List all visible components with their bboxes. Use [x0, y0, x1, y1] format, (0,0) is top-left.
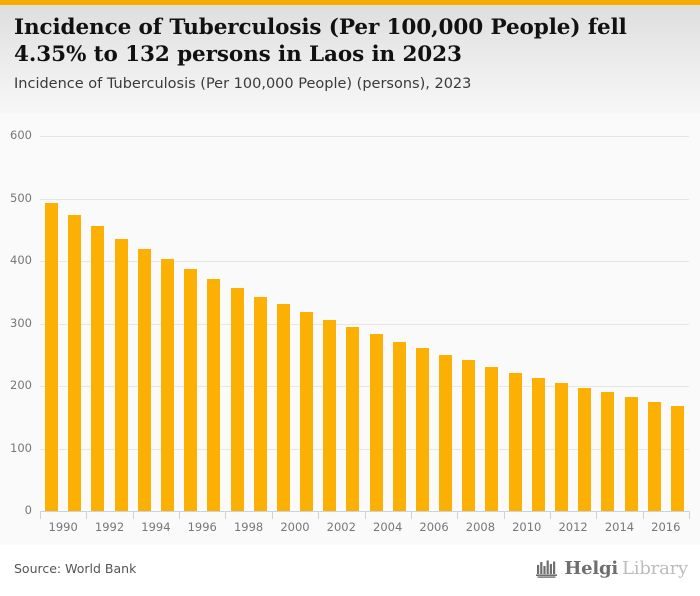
x-axis-tick-label: 1992	[94, 520, 125, 534]
top-accent-rule	[0, 0, 700, 5]
x-axis-tick	[457, 511, 458, 519]
logo-text-primary: Helgi	[564, 558, 619, 579]
bar[interactable]	[370, 334, 383, 511]
bar[interactable]	[346, 327, 359, 511]
x-axis-tick	[40, 511, 41, 519]
bar[interactable]	[393, 341, 406, 511]
x-axis-tick-label: 2006	[419, 520, 449, 534]
x-axis-tick-label: 1994	[141, 520, 171, 534]
helgi-library-logo-icon	[536, 560, 558, 578]
gridline	[40, 198, 689, 200]
bar[interactable]	[45, 202, 58, 511]
bar[interactable]	[277, 304, 290, 511]
x-axis-tick-label: 1996	[187, 520, 217, 534]
gridline	[40, 261, 689, 262]
bar[interactable]	[671, 406, 684, 511]
y-axis-tick-label: 300	[10, 315, 32, 330]
gridline	[40, 136, 689, 137]
gridline	[40, 323, 689, 325]
bar[interactable]	[625, 396, 638, 511]
x-axis-tick-label: 2014	[604, 520, 635, 534]
gridline	[40, 448, 689, 450]
x-axis-tick-label: 2002	[326, 520, 356, 534]
x-axis-line	[40, 511, 689, 512]
gridline	[40, 386, 689, 387]
y-axis-tick-label: 0	[24, 503, 32, 517]
x-axis-tick-label: 2008	[465, 520, 496, 534]
bar[interactable]	[509, 372, 522, 511]
bar[interactable]	[161, 259, 174, 511]
bar[interactable]	[555, 382, 568, 511]
y-axis-tick-label: 400	[10, 253, 32, 267]
x-axis-tick	[596, 511, 597, 519]
x-axis-tick	[272, 511, 273, 519]
x-axis-tick	[86, 511, 87, 519]
y-axis-tick-label: 600	[10, 128, 32, 142]
x-axis-tick	[643, 511, 644, 519]
page-title: Incidence of Tuberculosis (Per 100,000 P…	[14, 15, 627, 67]
x-axis-tick-label: 2010	[512, 520, 542, 534]
bar[interactable]	[416, 347, 429, 511]
x-axis-tick	[225, 511, 226, 519]
bar[interactable]	[91, 226, 104, 511]
logo-text-secondary: Library	[622, 558, 688, 579]
source-label: Source: World Bank	[14, 561, 137, 576]
bar[interactable]	[207, 278, 220, 511]
x-axis-tick-label: 2004	[373, 520, 403, 534]
x-axis-tick	[411, 511, 412, 519]
y-axis-tick-label: 200	[10, 378, 32, 392]
x-axis-tick-label: 2012	[558, 520, 588, 534]
bar[interactable]	[231, 287, 244, 511]
x-axis-tick-label: 1998	[233, 520, 264, 534]
bar[interactable]	[323, 319, 336, 511]
bar[interactable]	[68, 215, 81, 511]
chart-subtitle: Incidence of Tuberculosis (Per 100,000 P…	[14, 76, 472, 92]
x-axis-tick-label: 2000	[280, 520, 310, 534]
chart-header: Incidence of Tuberculosis (Per 100,000 P…	[0, 5, 700, 113]
x-axis-tick	[365, 511, 366, 519]
bar[interactable]	[115, 238, 128, 511]
x-axis-tick-label: 2016	[651, 520, 681, 534]
bar[interactable]	[184, 269, 197, 511]
x-axis-tick	[318, 511, 319, 519]
x-axis-tick	[550, 511, 551, 519]
x-axis-tick	[504, 511, 505, 519]
bar[interactable]	[462, 360, 475, 511]
plot-area: 0 100 200 300 400 500 600 1990 1992 1994 1996 1998…	[0, 113, 700, 545]
x-axis-tick	[133, 511, 134, 519]
bar[interactable]	[601, 392, 614, 511]
helgi-library-logo[interactable]: Helgi Library	[535, 558, 688, 579]
x-axis-tick	[689, 511, 690, 519]
x-axis-tick-label: 1990	[48, 520, 78, 534]
bar[interactable]	[300, 312, 313, 511]
chart-footer: Source: World Bank Helgi Library	[0, 545, 700, 596]
bar[interactable]	[254, 296, 267, 511]
bar[interactable]	[485, 366, 498, 511]
x-axis-tick	[179, 511, 180, 519]
bar[interactable]	[532, 377, 545, 511]
y-axis-tick-label: 500	[10, 190, 32, 205]
bar[interactable]	[439, 354, 452, 511]
bar[interactable]	[578, 387, 591, 511]
bar[interactable]	[138, 248, 151, 511]
bar[interactable]	[648, 401, 661, 511]
y-axis-tick-label: 100	[10, 440, 32, 455]
